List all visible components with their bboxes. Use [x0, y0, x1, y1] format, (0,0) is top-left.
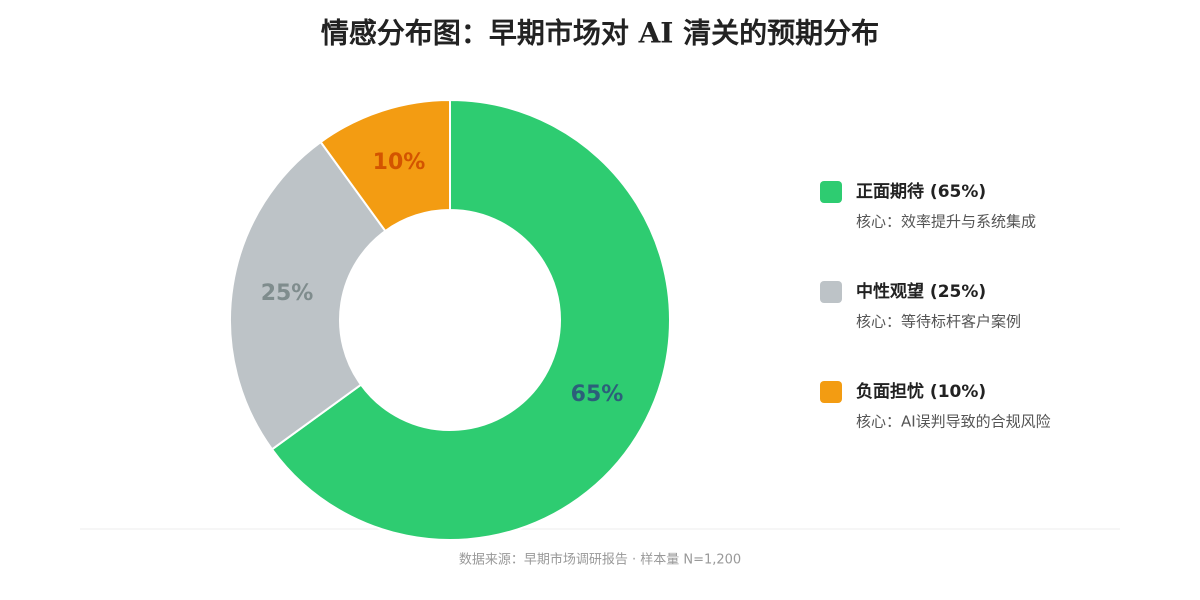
value-label: 65%: [571, 382, 624, 407]
legend-label: 负面担忧 (10%): [856, 381, 986, 402]
legend-swatch: [820, 381, 842, 403]
donut-slice: [229, 140, 387, 451]
value-label: 10%: [373, 150, 426, 175]
legend-note: 核心：效率提升与系统集成: [856, 213, 1036, 231]
value-label: 25%: [261, 281, 314, 306]
source-note: 数据来源：早期市场调研报告 · 样本量 N=1,200: [459, 552, 741, 568]
legend-swatch: [820, 281, 842, 303]
legend-swatch: [820, 181, 842, 203]
legend-label: 正面期待 (65%): [856, 181, 986, 202]
donut-slice: [319, 98, 451, 233]
chart-title: 情感分布图：早期市场对 AI 清关的预期分布: [321, 17, 879, 50]
legend-note: 核心：AI误判导致的合规风险: [856, 413, 1051, 431]
legend-label: 中性观望 (25%): [856, 281, 986, 302]
legend-note: 核心：等待标杆客户案例: [856, 313, 1021, 331]
donut-slice: [270, 98, 671, 541]
